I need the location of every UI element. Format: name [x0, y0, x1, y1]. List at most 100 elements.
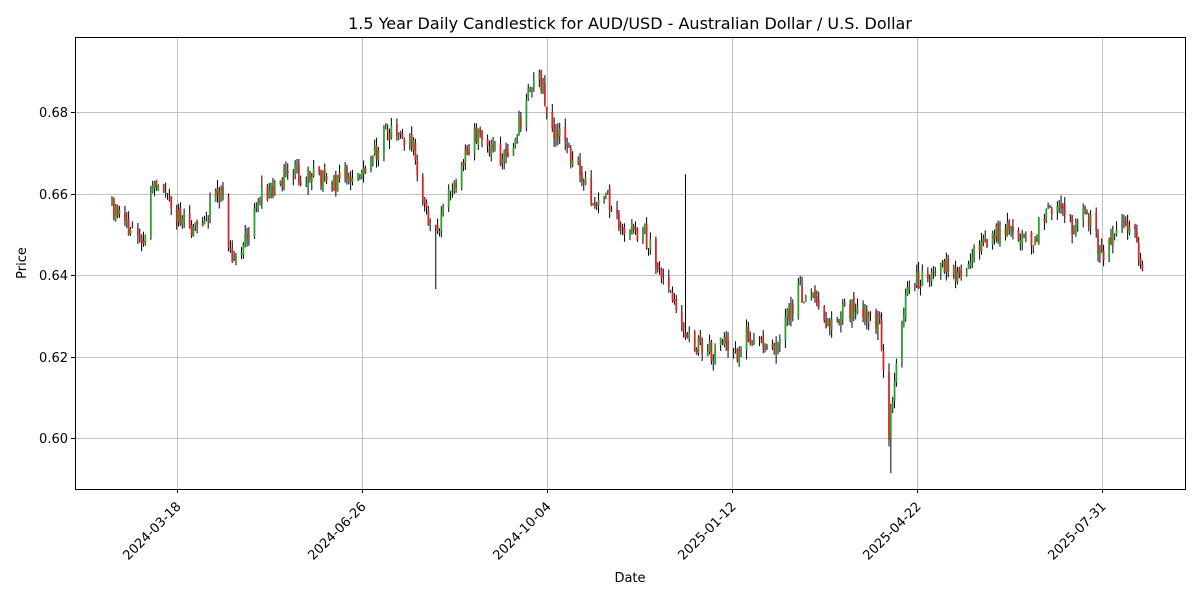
candle-body	[621, 228, 624, 230]
candle-body	[919, 286, 922, 288]
candle	[338, 164, 341, 183]
candle-body	[383, 128, 385, 153]
candle-body	[127, 219, 130, 236]
candle	[455, 178, 457, 193]
candle-body	[168, 196, 171, 199]
candle	[514, 137, 517, 149]
candle-body	[608, 188, 611, 211]
candle-body	[1036, 238, 1038, 242]
candle	[790, 296, 792, 327]
candle-body	[421, 176, 424, 198]
candle	[708, 334, 711, 355]
candle	[1071, 215, 1074, 244]
candle-body	[1102, 250, 1105, 261]
candle-body	[673, 298, 676, 302]
candle	[449, 190, 452, 201]
candle	[116, 204, 119, 219]
candle	[272, 177, 274, 199]
candle-body	[371, 155, 374, 165]
candle	[307, 166, 309, 195]
candle	[151, 180, 154, 194]
candle-body	[838, 319, 840, 324]
candle	[647, 247, 650, 256]
plot-frame	[75, 37, 1186, 490]
candle-body	[325, 176, 328, 181]
y-tick-label: 0.62	[39, 351, 68, 366]
x-tick-label: 2025-01-12	[676, 499, 740, 563]
candle-body	[893, 381, 896, 401]
candle-body	[201, 222, 204, 227]
candle	[686, 331, 689, 339]
candle	[1097, 229, 1099, 262]
candle-body	[427, 210, 430, 226]
candle-body	[686, 334, 689, 338]
candle	[205, 211, 208, 222]
candle-body	[246, 234, 248, 240]
candle	[531, 87, 533, 98]
candle	[323, 163, 326, 182]
candle	[427, 205, 430, 226]
candle	[1110, 228, 1112, 246]
candle-body	[862, 308, 864, 317]
candle-body	[1136, 231, 1138, 243]
candle-body	[1056, 205, 1059, 213]
candle	[747, 321, 750, 343]
candle	[479, 126, 482, 138]
candle	[421, 173, 424, 206]
candle	[569, 145, 572, 169]
candle	[440, 206, 443, 238]
candle	[233, 250, 235, 262]
y-axis-label: Price	[15, 247, 30, 279]
candle	[112, 197, 115, 221]
candle-body	[542, 85, 544, 93]
candle-body	[751, 341, 753, 343]
candle-body	[503, 150, 506, 162]
candle	[451, 183, 454, 198]
candle-body	[399, 132, 402, 135]
candle-body	[283, 167, 285, 188]
candle	[862, 300, 864, 323]
candle	[551, 104, 554, 132]
candle-body	[1128, 226, 1131, 233]
candle-body	[840, 316, 842, 325]
candle	[889, 403, 892, 474]
candle-body	[299, 182, 302, 185]
candle	[296, 158, 298, 174]
candle	[177, 203, 180, 227]
candle	[1060, 195, 1062, 214]
candle-body	[629, 232, 631, 235]
candle	[1073, 225, 1075, 235]
candle-body	[436, 225, 439, 231]
candle	[544, 75, 546, 107]
candle-body	[149, 194, 152, 238]
candle	[564, 118, 567, 151]
candle	[1082, 203, 1085, 228]
candle-body	[854, 311, 857, 313]
candle	[764, 343, 766, 353]
candle-body	[540, 70, 543, 91]
candle	[632, 223, 635, 234]
candle	[1025, 231, 1027, 243]
candle-body	[1086, 211, 1088, 215]
candle	[362, 160, 365, 183]
candle	[1030, 231, 1033, 255]
candle	[778, 334, 781, 353]
candle-body	[442, 207, 445, 213]
candle-body	[131, 226, 134, 228]
candle-body	[499, 143, 502, 166]
candle-body	[375, 145, 378, 159]
candle-body	[939, 263, 942, 275]
candle-body	[618, 212, 620, 229]
candle	[592, 202, 594, 206]
candle	[248, 227, 250, 246]
candle-body	[581, 172, 583, 182]
candle-body	[1073, 232, 1075, 234]
candle-body	[723, 337, 726, 345]
candle-body	[545, 106, 548, 113]
candle-body	[978, 244, 981, 252]
candle-body	[183, 213, 186, 222]
candle-body	[170, 196, 173, 208]
candle-body	[357, 173, 359, 180]
candle	[1019, 233, 1022, 251]
candle	[577, 156, 580, 166]
